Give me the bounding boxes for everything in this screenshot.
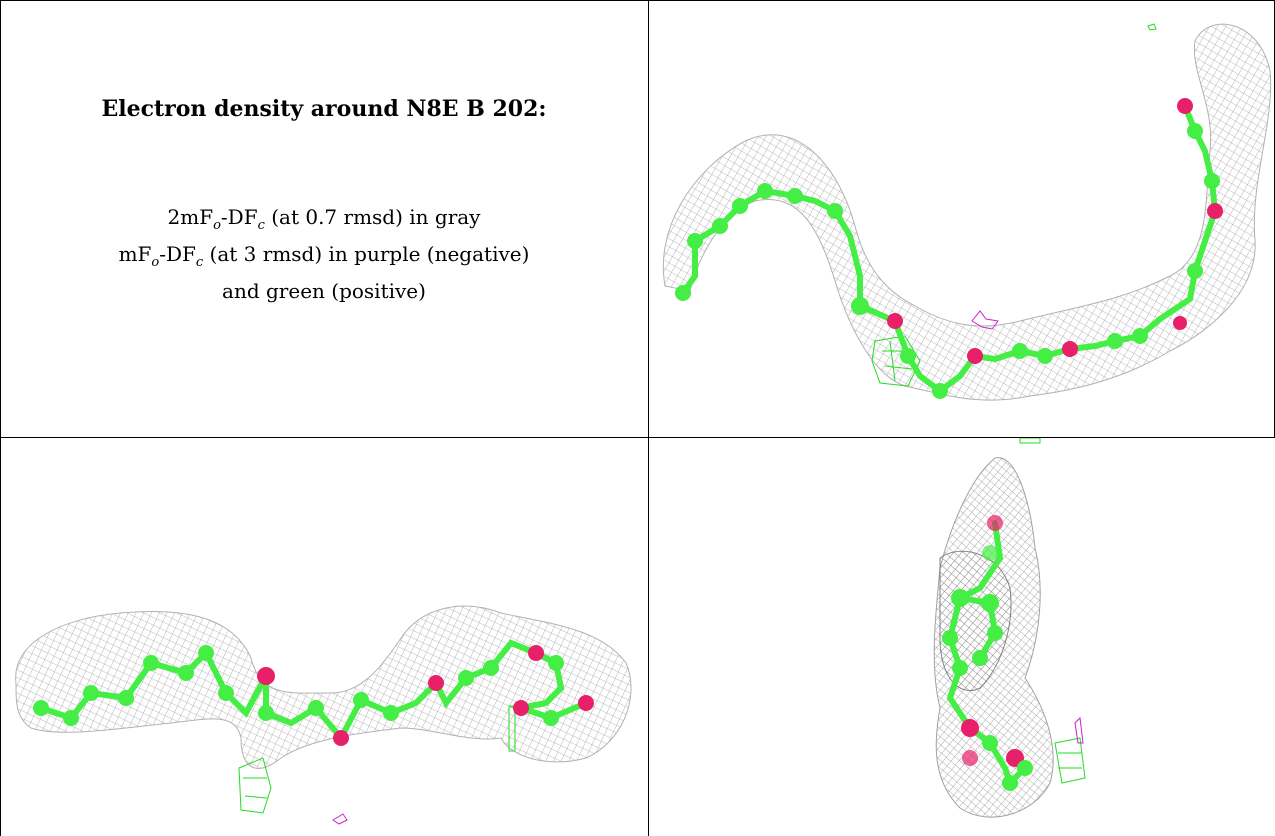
legend-line-positive: and green (positive) (222, 279, 426, 303)
table-border-top (0, 0, 1275, 1)
table-border-middle (0, 437, 1275, 438)
density-render-bottom-left (15, 605, 632, 825)
view-bottom-right (650, 438, 1274, 836)
table-border-left (0, 0, 1, 836)
caption-legend: 2mFo-DFc (at 0.7 rmsd) in gray mFo-DFc (… (0, 203, 648, 306)
ligand-atoms (675, 98, 1223, 399)
view-top-right (650, 1, 1274, 436)
density-render-top-right (662, 23, 1272, 401)
negative-density-blob (332, 813, 348, 825)
ligand-sticks (946, 520, 1028, 789)
legend-line-fofc: mFo-DFc (at 3 rmsd) in purple (negative) (118, 242, 530, 270)
positive-density-blob (1019, 438, 1086, 784)
mesh-2fofc (15, 605, 632, 769)
caption-cell: Electron density around N8E B 202: 2mFo-… (0, 0, 648, 437)
density-render-bottom-right (933, 438, 1086, 818)
table-border-center (648, 0, 649, 836)
view-bottom-left (1, 438, 648, 836)
caption-title: Electron density around N8E B 202: (101, 96, 547, 122)
negative-density-blob (971, 310, 999, 330)
ligand-atoms (942, 515, 1033, 791)
mesh-2fofc (662, 23, 1272, 401)
ligand-atoms (33, 645, 594, 746)
legend-line-2fofc: 2mFo-DFc (at 0.7 rmsd) in gray (167, 205, 481, 233)
negative-density-blob (1074, 716, 1084, 744)
positive-density-blob (238, 705, 516, 814)
